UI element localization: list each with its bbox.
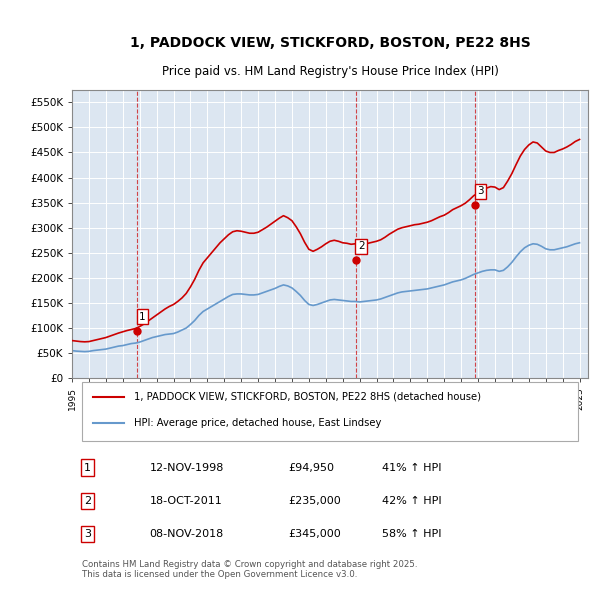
Text: 1: 1 [84, 463, 91, 473]
Text: 41% ↑ HPI: 41% ↑ HPI [382, 463, 441, 473]
Text: 18-OCT-2011: 18-OCT-2011 [149, 496, 222, 506]
Text: 1, PADDOCK VIEW, STICKFORD, BOSTON, PE22 8HS: 1, PADDOCK VIEW, STICKFORD, BOSTON, PE22… [130, 36, 530, 50]
Text: Price paid vs. HM Land Registry's House Price Index (HPI): Price paid vs. HM Land Registry's House … [161, 64, 499, 77]
Text: £235,000: £235,000 [289, 496, 341, 506]
Text: 1: 1 [139, 312, 146, 322]
Text: 2: 2 [358, 241, 365, 251]
Text: 3: 3 [477, 186, 484, 196]
Text: 2: 2 [84, 496, 91, 506]
Text: £94,950: £94,950 [289, 463, 335, 473]
Text: 12-NOV-1998: 12-NOV-1998 [149, 463, 224, 473]
Text: 58% ↑ HPI: 58% ↑ HPI [382, 529, 441, 539]
Text: 08-NOV-2018: 08-NOV-2018 [149, 529, 224, 539]
Text: HPI: Average price, detached house, East Lindsey: HPI: Average price, detached house, East… [134, 418, 381, 428]
Text: 1, PADDOCK VIEW, STICKFORD, BOSTON, PE22 8HS (detached house): 1, PADDOCK VIEW, STICKFORD, BOSTON, PE22… [134, 392, 481, 402]
Text: 42% ↑ HPI: 42% ↑ HPI [382, 496, 441, 506]
Text: This data is licensed under the Open Government Licence v3.0.: This data is licensed under the Open Gov… [82, 570, 358, 579]
FancyBboxPatch shape [82, 382, 578, 441]
Text: £345,000: £345,000 [289, 529, 341, 539]
Text: 3: 3 [84, 529, 91, 539]
Text: Contains HM Land Registry data © Crown copyright and database right 2025.: Contains HM Land Registry data © Crown c… [82, 559, 418, 569]
